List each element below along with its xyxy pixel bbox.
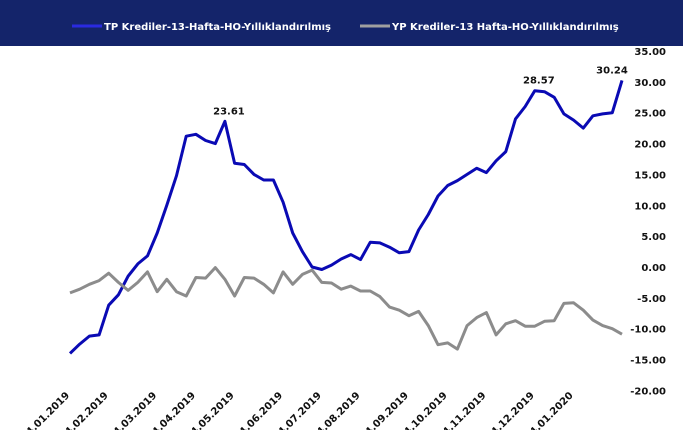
- y-tick-label: 0.00: [641, 263, 666, 274]
- x-tick-label: 04.03.2019: [107, 390, 160, 430]
- x-tick-label: 04.06.2019: [233, 390, 286, 430]
- y-tick-label: 25.00: [634, 109, 666, 120]
- y-tick-label: -5.00: [637, 294, 666, 305]
- y-tick-label: 30.00: [634, 78, 666, 89]
- plot-area: -20.00 -15.00 -10.00 -5.00 0.00 5.00 10.00 15.0…: [20, 47, 666, 430]
- data-label: 30.24: [596, 65, 628, 76]
- y-tick-label: -10.00: [630, 325, 666, 336]
- y-tick-label: 35.00: [634, 47, 666, 58]
- legend-label: YP Krediler-13 Hafta-HO-Yıllıklandırılmı…: [391, 22, 619, 33]
- data-label: 23.61: [213, 106, 245, 117]
- legend-label: TP Krediler-13-Hafta-HO-Yıllıklandırılmı…: [104, 22, 331, 33]
- series-line: [69, 266, 623, 351]
- legend-banner: [0, 0, 683, 46]
- legend: TP Krediler-13-Hafta-HO-Yıllıklandırılmı…: [72, 22, 619, 33]
- y-tick-label: 15.00: [634, 170, 666, 181]
- data-label: 28.57: [523, 76, 555, 87]
- y-tick-label: 5.00: [641, 232, 666, 243]
- y-tick-label: 10.00: [634, 201, 666, 212]
- y-tick-label: -15.00: [630, 356, 666, 367]
- x-tick-label: 04.12.2019: [484, 390, 537, 430]
- y-tick-label: 20.00: [634, 140, 666, 151]
- series-line: [68, 79, 624, 355]
- y-tick-label: -20.00: [630, 386, 666, 397]
- x-tick-label: 04.09.2019: [359, 390, 412, 430]
- x-tick-label: 04.01.2019: [20, 390, 73, 430]
